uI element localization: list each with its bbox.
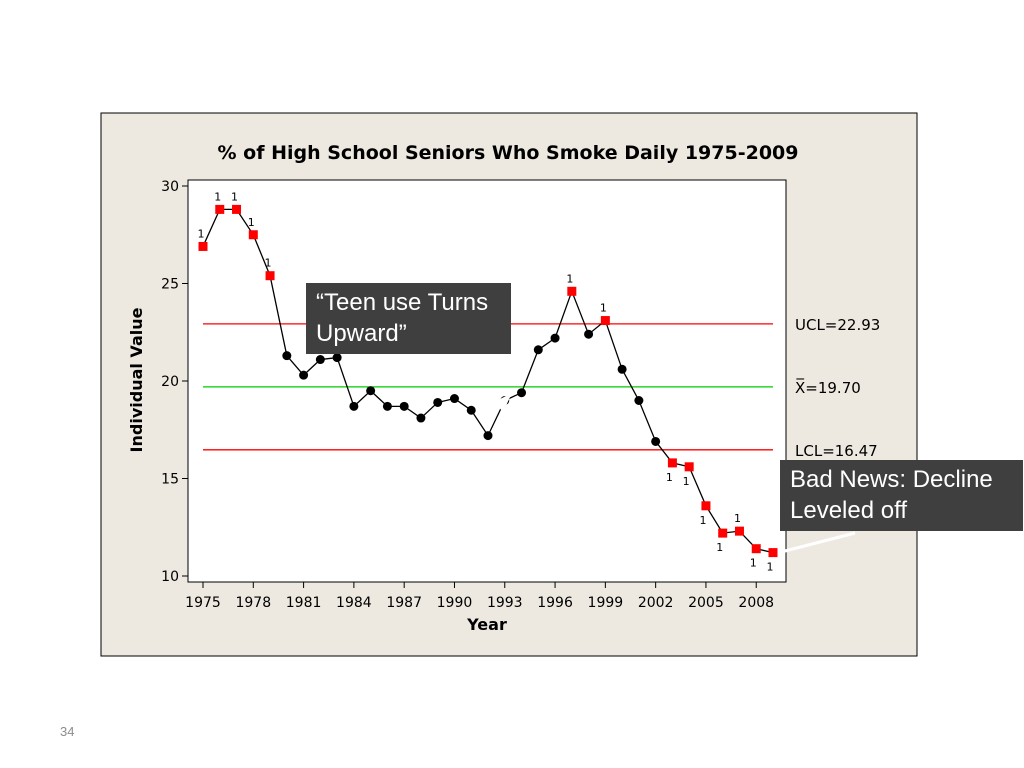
flag-label-2004: 1 bbox=[683, 475, 690, 488]
flag-label-2005: 1 bbox=[699, 514, 706, 527]
data-point-flagged-2008 bbox=[751, 544, 761, 554]
data-point-flagged-1978 bbox=[248, 230, 258, 240]
plot-area bbox=[187, 179, 787, 583]
data-point-flagged-2007 bbox=[734, 526, 744, 536]
data-point-flagged-2004 bbox=[684, 462, 694, 472]
data-point-flagged-2005 bbox=[701, 501, 711, 511]
y-tick-label-10: 10 bbox=[161, 569, 179, 585]
data-point-1987 bbox=[399, 401, 409, 411]
data-point-flagged-1975 bbox=[198, 241, 208, 251]
data-point-flagged-1976 bbox=[215, 204, 225, 214]
flag-label-1979: 1 bbox=[265, 257, 272, 270]
flag-label-2009: 1 bbox=[767, 561, 774, 574]
x-tick-label-1978: 1978 bbox=[235, 595, 271, 611]
teen-callout-pointer bbox=[494, 393, 512, 412]
data-point-1990 bbox=[449, 394, 459, 404]
data-point-1992 bbox=[483, 431, 493, 441]
flag-label-1975: 1 bbox=[198, 227, 205, 240]
flag-label-1977: 1 bbox=[231, 190, 238, 203]
data-point-2002 bbox=[651, 436, 661, 446]
control-line-label-0: UCL=22.93 bbox=[795, 316, 880, 334]
x-tick-label-1996: 1996 bbox=[537, 595, 573, 611]
control-line-label-1: X̅=19.70 bbox=[795, 378, 861, 397]
x-tick-label-1975: 1975 bbox=[185, 595, 221, 611]
x-tick-label-1993: 1993 bbox=[487, 595, 523, 611]
data-point-flagged-1997 bbox=[567, 286, 577, 296]
control-line-label-2: LCL=16.47 bbox=[795, 442, 878, 460]
flag-label-2008: 1 bbox=[750, 557, 757, 570]
x-tick-label-2002: 2002 bbox=[638, 595, 674, 611]
data-point-flagged-2009 bbox=[768, 548, 778, 558]
x-tick-label-2005: 2005 bbox=[688, 595, 724, 611]
flag-label-1999: 1 bbox=[600, 302, 607, 315]
y-tick-label-20: 20 bbox=[161, 374, 179, 390]
data-point-1983 bbox=[332, 353, 342, 363]
data-point-1982 bbox=[315, 355, 325, 365]
chart-title: % of High School Seniors Who Smoke Daily… bbox=[218, 142, 799, 164]
x-tick-label-1981: 1981 bbox=[286, 595, 322, 611]
data-point-1988 bbox=[416, 413, 426, 423]
x-axis-label: Year bbox=[466, 615, 507, 634]
data-point-1986 bbox=[382, 401, 392, 411]
slide-number: 34 bbox=[60, 724, 75, 739]
flag-label-1997: 1 bbox=[566, 272, 573, 285]
flag-label-2003: 1 bbox=[666, 471, 673, 484]
x-tick-label-1984: 1984 bbox=[336, 595, 372, 611]
data-point-2000 bbox=[617, 364, 627, 374]
data-point-1985 bbox=[366, 386, 376, 396]
bad-callout-line-2: Leveled off bbox=[790, 497, 907, 524]
data-point-flagged-2003 bbox=[667, 458, 677, 468]
data-point-2001 bbox=[634, 396, 644, 405]
y-axis-label: Individual Value bbox=[127, 307, 146, 452]
data-point-1984 bbox=[349, 401, 359, 411]
flag-label-1978: 1 bbox=[248, 216, 255, 229]
flag-label-2007: 1 bbox=[734, 512, 741, 525]
flag-label-1976: 1 bbox=[214, 190, 221, 203]
data-point-1980 bbox=[282, 351, 292, 361]
data-point-1981 bbox=[299, 370, 309, 380]
data-point-1994 bbox=[517, 388, 527, 398]
data-point-flagged-1999 bbox=[600, 316, 610, 326]
bad-callout-line-1: Bad News: Decline bbox=[790, 466, 993, 493]
y-tick-label-15: 15 bbox=[161, 472, 179, 488]
y-tick-label-30: 30 bbox=[161, 179, 179, 195]
teen-callout-line-2: Upward” bbox=[316, 320, 407, 347]
teen-callout-line-1: “Teen use Turns bbox=[316, 289, 489, 316]
data-point-1996 bbox=[550, 333, 560, 343]
data-point-1989 bbox=[433, 397, 443, 407]
x-tick-label-2008: 2008 bbox=[738, 595, 774, 611]
teen-use-callout: “Teen use Turns Upward” bbox=[306, 283, 511, 354]
bad-news-callout-pointer bbox=[784, 531, 856, 553]
x-tick-label-1987: 1987 bbox=[386, 595, 422, 611]
data-point-flagged-2006 bbox=[718, 528, 728, 538]
bad-news-callout: Bad News: Decline Leveled off bbox=[780, 460, 1023, 531]
data-point-1991 bbox=[466, 405, 476, 415]
flag-label-2006: 1 bbox=[716, 541, 723, 554]
x-tick-label-1999: 1999 bbox=[588, 595, 624, 611]
data-point-flagged-1979 bbox=[265, 271, 275, 281]
y-tick-label-25: 25 bbox=[161, 277, 179, 293]
x-tick-label-1990: 1990 bbox=[437, 595, 473, 611]
data-point-1998 bbox=[584, 329, 594, 339]
data-point-flagged-1977 bbox=[232, 204, 242, 214]
data-point-1995 bbox=[533, 345, 543, 355]
